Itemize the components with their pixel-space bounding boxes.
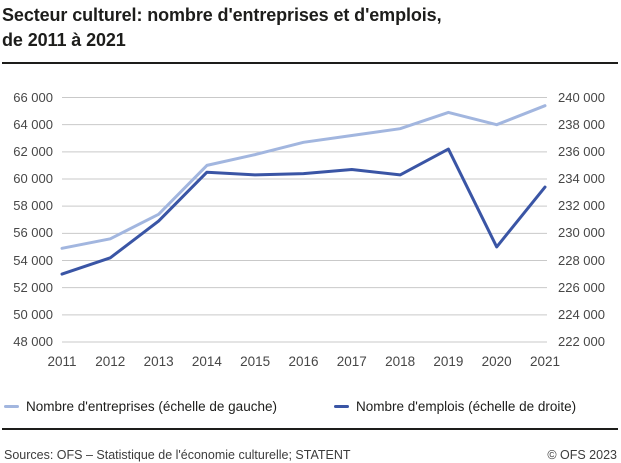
y-axis-right-tick-label: 232 000 bbox=[558, 198, 605, 214]
legend-label-entreprises: Nombre d'entreprises (échelle de gauche) bbox=[26, 398, 277, 414]
entreprises-line bbox=[60, 104, 547, 250]
footer-separator bbox=[2, 428, 618, 430]
x-axis-tick-label: 2020 bbox=[481, 354, 512, 369]
x-axis-tick-label: 2017 bbox=[336, 354, 367, 369]
y-axis-right-tick-label: 222 000 bbox=[558, 334, 605, 349]
chart-title: Secteur culturel: nombre d'entreprises e… bbox=[2, 3, 442, 53]
y-axis-left-tick-label: 58 000 bbox=[13, 198, 53, 214]
y-axis-left-tick-label: 62 000 bbox=[13, 143, 53, 159]
y-axis-right-tick-label: 240 000 bbox=[558, 89, 605, 105]
x-axis-tick-label: 2021 bbox=[529, 354, 561, 369]
y-axis-left-tick-label: 54 000 bbox=[13, 252, 53, 268]
y-axis-left-tick-label: 60 000 bbox=[13, 171, 53, 186]
x-axis-tick-label: 2019 bbox=[433, 354, 464, 369]
y-axis-left-tick-label: 50 000 bbox=[13, 306, 53, 322]
x-axis-tick-label: 2014 bbox=[191, 354, 222, 369]
chart-title-line1: Secteur culturel: nombre d'entreprises e… bbox=[2, 5, 442, 25]
x-axis-tick-label: 2016 bbox=[288, 354, 319, 369]
x-axis-tick-label: 2018 bbox=[385, 354, 416, 369]
legend-label-emplois: Nombre d'emplois (échelle de droite) bbox=[356, 398, 577, 414]
y-axis-right-tick-label: 230 000 bbox=[558, 225, 605, 241]
x-axis-tick-label: 2013 bbox=[143, 354, 174, 369]
entreprises-line-swatch bbox=[4, 404, 19, 408]
y-axis-right-tick-label: 238 000 bbox=[558, 116, 605, 132]
x-axis-tick-label: 2011 bbox=[47, 354, 77, 369]
y-axis-left-tick-label: 52 000 bbox=[13, 279, 53, 295]
y-axis-right-tick-label: 236 000 bbox=[558, 143, 605, 159]
y-axis-left-tick-label: 56 000 bbox=[13, 225, 53, 241]
y-axis-left-tick-label: 66 000 bbox=[13, 89, 53, 105]
footer-copyright: © OFS 2023 bbox=[547, 448, 617, 462]
emplois-line bbox=[60, 147, 547, 276]
x-axis-tick-label: 2012 bbox=[95, 354, 126, 369]
footer-sources: Sources: OFS – Statistique de l'économie… bbox=[4, 448, 351, 462]
y-axis-left-tick-label: 48 000 bbox=[13, 334, 53, 349]
legend-entry-entreprises: Nombre d'entreprises (échelle de gauche) bbox=[4, 397, 277, 415]
legend-entry-emplois: Nombre d'emplois (échelle de droite) bbox=[334, 397, 576, 415]
y-axis-left-tick-label: 64 000 bbox=[13, 116, 53, 132]
y-axis-right-tick-label: 226 000 bbox=[558, 279, 605, 295]
x-axis-tick-label: 2015 bbox=[240, 354, 271, 369]
title-separator bbox=[2, 62, 618, 64]
y-axis-right-tick-label: 224 000 bbox=[558, 306, 605, 322]
y-axis-right-tick-label: 234 000 bbox=[558, 171, 605, 186]
chart-title-line2: de 2011 à 2021 bbox=[2, 30, 126, 50]
emplois-line-swatch bbox=[334, 404, 349, 408]
y-axis-right-tick-label: 228 000 bbox=[558, 252, 605, 268]
